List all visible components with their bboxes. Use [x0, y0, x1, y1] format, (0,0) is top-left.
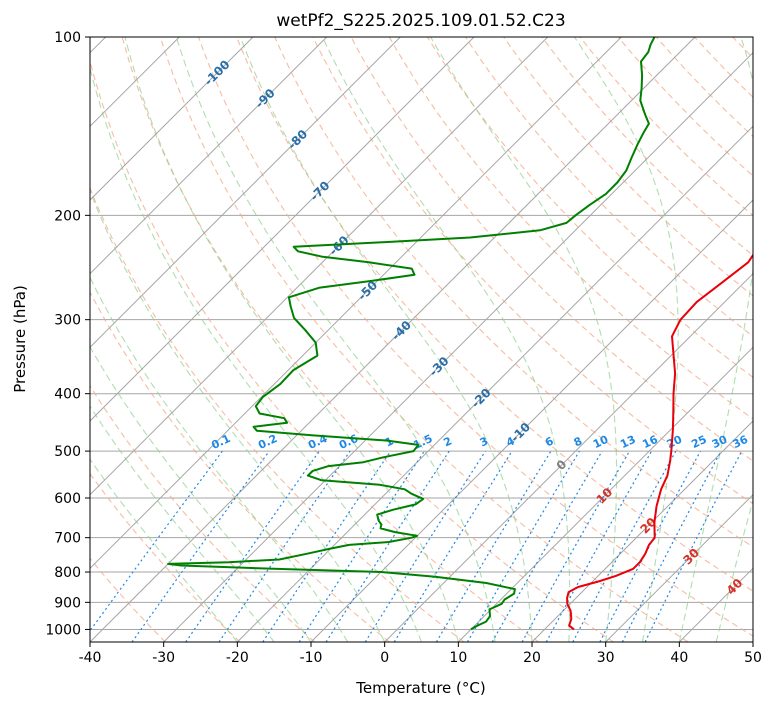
mixing-ratio-label: 16	[640, 433, 660, 451]
temperature-profile-line	[566, 253, 753, 631]
isotherm	[163, 51, 753, 642]
chart-title: wetPf2_S225.2025.109.01.52.C23	[276, 11, 565, 31]
mixing-ratio-label: 30	[710, 433, 730, 451]
dry-adiabat	[90, 291, 390, 642]
plot-area: -100-90-80-70-60-50-40-30-20-10010203040…	[90, 37, 753, 642]
plot-frame	[89, 36, 754, 643]
isotherm	[605, 493, 753, 642]
x-tick-label: 30	[597, 650, 615, 666]
isotherm	[90, 37, 622, 570]
dry-adiabat	[503, 37, 753, 297]
isotherm	[310, 199, 753, 642]
mixing-ratio-label: 20	[665, 433, 685, 451]
moist-adiabat	[322, 37, 571, 642]
moist-adiabat	[90, 65, 423, 642]
dry-adiabat	[312, 37, 753, 505]
mixing-ratio-line	[364, 450, 486, 642]
dry-adiabat	[350, 37, 753, 462]
y-tick-label: 1000	[45, 622, 81, 638]
mixing-ratio-line	[90, 450, 223, 632]
moist-adiabat	[90, 276, 349, 642]
y-tick-label: 800	[54, 565, 81, 581]
x-tick-label: -40	[79, 650, 102, 666]
x-axis-label: Temperature (°C)	[355, 679, 485, 697]
dry-adiabat	[90, 59, 540, 642]
y-tick-label: 100	[54, 30, 81, 46]
isotherm	[457, 346, 753, 642]
x-tick-label: -30	[152, 650, 175, 666]
dry-adiabat	[388, 37, 753, 420]
moist-adiabat	[90, 405, 275, 642]
mixing-ratio-line	[491, 450, 603, 642]
moist-adiabat	[430, 37, 618, 642]
isotherm	[236, 125, 753, 642]
isotherm	[90, 37, 401, 349]
isotherm	[384, 272, 753, 642]
dry-adiabat	[426, 37, 753, 379]
x-tick-label: 0	[380, 650, 389, 666]
mixing-ratio-label: 10	[591, 433, 611, 451]
isotherms	[90, 37, 753, 642]
x-tick-label: -10	[300, 650, 323, 666]
y-axis: 100 200 300 400 500 600 700 800 900 1000	[45, 30, 90, 638]
profile-lines	[167, 37, 753, 631]
y-tick-label: 600	[54, 491, 81, 507]
x-tick-label: 50	[744, 650, 762, 666]
mixing-ratio-line	[185, 450, 320, 642]
x-tick-label: 40	[670, 650, 688, 666]
moist-adiabat	[239, 37, 533, 642]
isotherm	[90, 37, 475, 422]
moist-adiabat	[678, 37, 753, 642]
moist-adiabat	[124, 37, 459, 642]
mixing-ratio-line	[644, 450, 743, 642]
mixing-ratio-label: 36	[731, 433, 751, 451]
y-tick-label: 300	[54, 313, 81, 329]
dewpoint-profile-line	[167, 37, 656, 631]
x-tick-label: 10	[449, 650, 467, 666]
mixing-ratio-label: 13	[618, 433, 637, 451]
mixing-ratio-line	[298, 450, 425, 642]
dry-adiabat	[236, 37, 753, 592]
mixing-ratio-line	[466, 450, 580, 642]
x-axis: -40 -30 -20 -10 0 10 20 30 40 50	[79, 642, 762, 666]
dry-adiabat	[121, 37, 614, 642]
mixing-ratio-line	[325, 450, 450, 642]
x-tick-label: 20	[523, 650, 541, 666]
isotherm	[531, 420, 753, 642]
mixing-ratio-line	[599, 450, 702, 642]
dry-adiabat	[159, 37, 689, 642]
dry-adiabat	[90, 472, 241, 642]
isotherm	[90, 37, 549, 496]
y-tick-label: 900	[54, 595, 81, 611]
moist-adiabat	[90, 458, 238, 642]
moist-adiabat	[90, 189, 386, 642]
y-axis-label: Pressure (hPa)	[11, 285, 29, 393]
mixing-ratio-line	[621, 450, 722, 642]
y-tick-label: 400	[54, 387, 81, 403]
mixing-ratio-line	[545, 450, 653, 642]
moist-adiabats	[90, 37, 753, 642]
isotherm	[90, 37, 254, 201]
y-tick-label: 200	[54, 208, 81, 224]
y-tick-label: 700	[54, 531, 81, 547]
mixing-ratio-label: 25	[689, 433, 708, 451]
mixing-ratio-line	[521, 450, 631, 642]
x-tick-label: -20	[226, 650, 249, 666]
dry-adiabat	[90, 186, 465, 642]
mixing-ratio-line	[393, 450, 513, 642]
isotherm	[90, 37, 328, 275]
mixing-ratio-line	[572, 450, 677, 642]
mixing-ratio-line	[435, 450, 552, 642]
y-tick-label: 500	[54, 444, 81, 460]
dry-adiabat	[90, 384, 316, 642]
isotherm	[90, 37, 696, 642]
moist-adiabat	[574, 37, 679, 642]
dry-adiabat	[465, 37, 753, 338]
moist-adiabat	[90, 345, 312, 642]
